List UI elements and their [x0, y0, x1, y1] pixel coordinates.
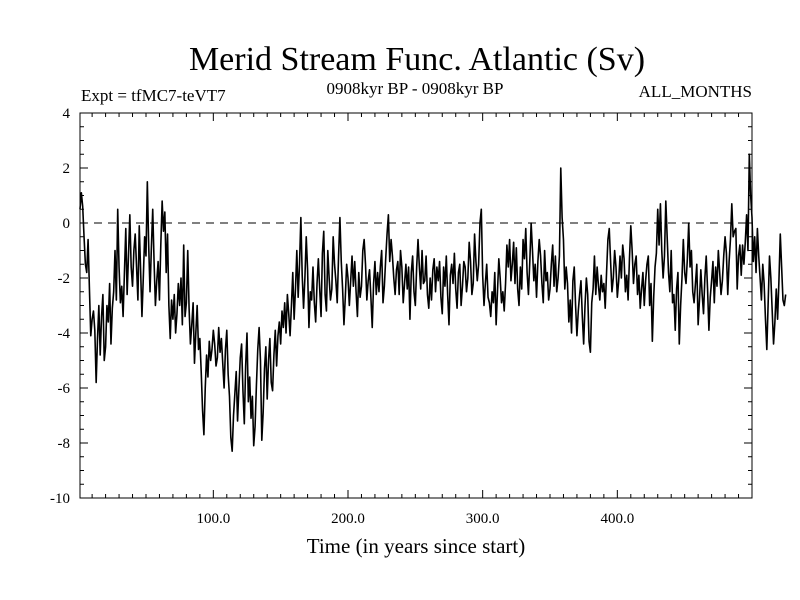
x-tick-label: 400.0 — [600, 511, 634, 527]
x-tick-label: 300.0 — [466, 511, 500, 527]
series-line — [79, 153, 787, 453]
y-tick-label: -2 — [58, 271, 71, 287]
x-tick-label: 100.0 — [196, 511, 230, 527]
subtitle-center: 0908kyr BP - 0908kyr BP — [327, 79, 504, 98]
y-tick-label: -6 — [58, 381, 71, 397]
subtitle-left: Expt = tfMC7-teVT7 — [81, 86, 226, 105]
y-tick-label: -4 — [58, 326, 71, 342]
y-tick-labels: -10 -8 -6 -4 -2 0 2 4 — [50, 106, 71, 507]
y-tick-label: 2 — [63, 161, 71, 177]
y-tick-label: 4 — [63, 106, 71, 122]
subtitle-right: ALL_MONTHS — [639, 82, 752, 101]
x-tick-label: 200.0 — [331, 511, 365, 527]
axis-ticks — [80, 112, 753, 499]
y-tick-label: -10 — [50, 491, 70, 507]
x-axis-label: Time (in years since start) — [307, 534, 526, 558]
chart-title: Merid Stream Func. Atlantic (Sv) — [189, 41, 645, 78]
y-tick-label: -8 — [58, 436, 71, 452]
x-tick-labels: 100.0 200.0 300.0 400.0 — [196, 511, 634, 527]
plot-frame — [79, 112, 753, 499]
y-tick-label: 0 — [63, 216, 71, 232]
